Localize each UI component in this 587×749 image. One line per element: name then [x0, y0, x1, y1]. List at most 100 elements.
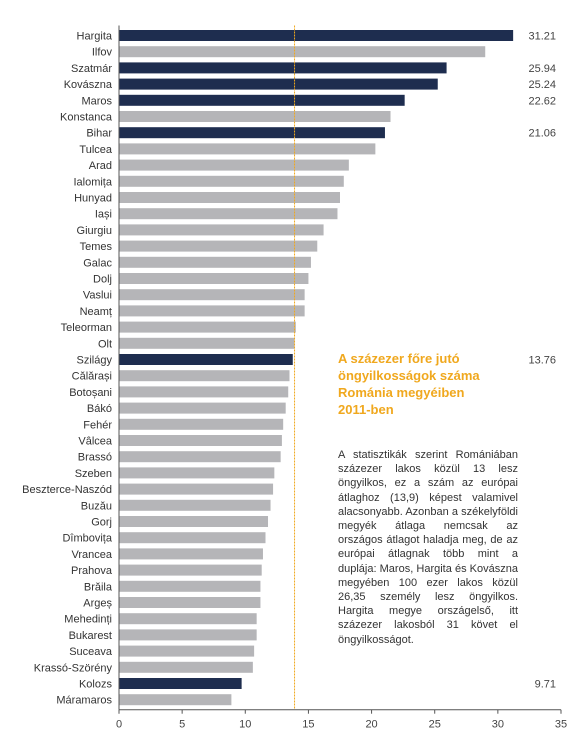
- bar-Kovászna: [119, 78, 438, 90]
- category-label: Hargita: [77, 31, 113, 43]
- category-label: Dolj: [93, 274, 112, 286]
- bar-Hunyad: [119, 192, 340, 203]
- bar-Vaslui: [119, 289, 305, 301]
- category-label: Dîmbovița: [62, 533, 112, 545]
- bar-Călărași: [119, 370, 290, 382]
- value-label: 25.24: [528, 79, 556, 91]
- bar-Krassó-Szörény: [119, 661, 253, 673]
- chart-title-line: Románia megyéiben: [338, 385, 465, 400]
- category-label: Iași: [95, 209, 112, 221]
- category-label: Suceava: [69, 646, 113, 658]
- value-label: 31.21: [528, 31, 556, 43]
- bar-Vrancea: [119, 548, 263, 560]
- bar-Tulcea: [119, 143, 376, 155]
- category-label: Gorj: [91, 517, 112, 529]
- x-tick-label: 20: [365, 719, 377, 731]
- category-label: Mehedinți: [64, 614, 112, 626]
- chart-title: A százezer főre jutó öngyilkosságok szám…: [338, 350, 508, 418]
- x-tick-label: 25: [429, 719, 441, 731]
- chart-title-line: A százezer főre jutó: [338, 351, 460, 366]
- x-tick-label: 5: [179, 719, 185, 731]
- category-label: Argeș: [83, 598, 112, 610]
- category-label: Buzău: [81, 500, 112, 512]
- x-tick-label: 30: [492, 719, 504, 731]
- bar-Fehér: [119, 418, 284, 430]
- bar-Prahova: [119, 564, 262, 576]
- category-label: Giurgiu: [77, 225, 112, 237]
- value-label: 21.06: [528, 128, 556, 140]
- category-label: Tulcea: [79, 144, 112, 156]
- bar-Buzău: [119, 499, 271, 511]
- bar-Temes: [119, 240, 318, 252]
- category-label: Bukarest: [69, 630, 112, 642]
- bar-Szatmár: [119, 62, 447, 74]
- bar-Iași: [119, 208, 338, 220]
- category-label: Temes: [80, 241, 113, 253]
- bar-Beszterce-Naszód: [119, 483, 274, 495]
- category-label: Hunyad: [74, 193, 112, 205]
- bar-Szeben: [119, 467, 275, 479]
- value-label: 13.76: [528, 355, 556, 367]
- value-label: 22.62: [528, 95, 556, 107]
- category-label: Bákó: [87, 403, 112, 415]
- category-label: Ilfov: [92, 47, 113, 59]
- bar-Konstanca: [119, 111, 391, 122]
- category-label: Fehér: [83, 419, 112, 431]
- bar-Vâlcea: [119, 435, 282, 446]
- bar-Ialomița: [119, 175, 344, 187]
- bar-Ilfov: [119, 46, 486, 58]
- value-label: 9.71: [535, 679, 556, 691]
- chart-title-line: öngyilkosságok száma: [338, 368, 480, 383]
- category-label: Beszterce-Naszód: [22, 484, 112, 496]
- category-label: Krassó-Szörény: [34, 662, 113, 674]
- value-labels: 31.21 25.94 25.24 22.62 21.06 13.76 9.71: [528, 31, 556, 691]
- bar-Teleorman: [119, 321, 296, 333]
- bar-Dolj: [119, 273, 309, 284]
- category-label: Brăila: [84, 581, 113, 593]
- bar-Suceava: [119, 645, 255, 657]
- category-label: Vaslui: [83, 290, 112, 302]
- category-label: Maros: [81, 95, 112, 107]
- category-label: Szeben: [75, 468, 112, 480]
- bar-Giurgiu: [119, 224, 324, 236]
- bar-Argeș: [119, 597, 261, 608]
- bar-Maros: [119, 94, 405, 106]
- category-label: Galac: [83, 257, 112, 269]
- bar-Olt: [119, 337, 295, 349]
- bar-Hargita: [119, 30, 514, 41]
- category-label: Szatmár: [71, 63, 112, 75]
- category-label: Kovászna: [64, 79, 113, 91]
- bar-Dîmbovița: [119, 532, 266, 544]
- category-label: Teleorman: [61, 322, 112, 334]
- category-label: Arad: [89, 160, 112, 172]
- category-label: Bihar: [86, 128, 112, 140]
- bar-Neamț: [119, 305, 305, 317]
- bar-Mehedinți: [119, 613, 257, 625]
- category-label: Konstanca: [60, 112, 113, 124]
- annotation-text: A statisztikák szerint Romániában százez…: [338, 449, 518, 646]
- bar-Brăila: [119, 580, 261, 592]
- category-label: Vrancea: [71, 549, 112, 561]
- x-tick-label: 10: [239, 719, 251, 731]
- bar-Kolozs: [119, 678, 242, 689]
- bar-Botoșani: [119, 386, 289, 398]
- category-label: Szilágy: [77, 355, 113, 367]
- category-labels: Hargita Ilfov Szatmár Kovászna Maros Konstanc…: [22, 31, 113, 707]
- bar-Bihar: [119, 127, 385, 139]
- category-label: Neamț: [80, 306, 112, 318]
- bar-Galac: [119, 256, 311, 268]
- category-label: Máramaros: [56, 695, 112, 707]
- category-label: Prahova: [71, 565, 113, 577]
- bars-group: [119, 30, 514, 706]
- bar-Szilágy: [119, 354, 293, 365]
- bar-Gorj: [119, 516, 269, 527]
- category-label: Brassó: [78, 452, 112, 464]
- chart-title-line: 2011-ben: [338, 402, 394, 417]
- x-tick-label: 0: [116, 719, 122, 731]
- bar-Máramaros: [119, 694, 232, 706]
- bar-Brassó: [119, 451, 281, 463]
- bar-Bukarest: [119, 629, 257, 641]
- x-tick-label: 35: [555, 719, 567, 731]
- category-label: Vâlcea: [78, 436, 113, 448]
